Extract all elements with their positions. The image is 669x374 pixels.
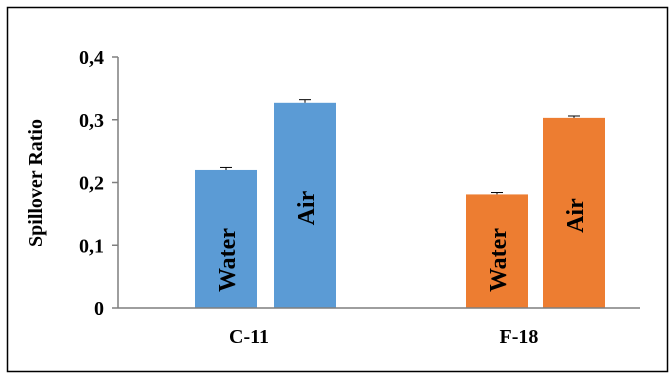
x-category-label: F-18 (500, 326, 539, 348)
bar-c-11-water (195, 169, 257, 308)
bar-f-18-air (543, 117, 605, 309)
y-axis: 0 0,1 0,2 0,3 0,4 (79, 47, 119, 320)
bar-label: Water (486, 228, 512, 292)
y-tick-label: 0,4 (79, 47, 104, 69)
bar-label: Air (563, 198, 589, 233)
y-tick-label: 0 (94, 298, 104, 320)
x-category-label: C-11 (229, 326, 269, 348)
x-axis: C-11 F-18 (118, 307, 640, 348)
bar-label: Water (215, 228, 241, 292)
y-tick-label: 0,3 (79, 110, 104, 132)
y-tick-label: 0,2 (79, 173, 104, 195)
y-tick-label: 0,1 (79, 235, 104, 257)
bars: Water Air Water Air (195, 99, 605, 309)
bar-c-11-air (274, 102, 336, 309)
bar-f-18-water (466, 194, 528, 308)
bar-label: Air (294, 190, 320, 225)
y-axis-title: Spillover Ratio (25, 119, 47, 247)
